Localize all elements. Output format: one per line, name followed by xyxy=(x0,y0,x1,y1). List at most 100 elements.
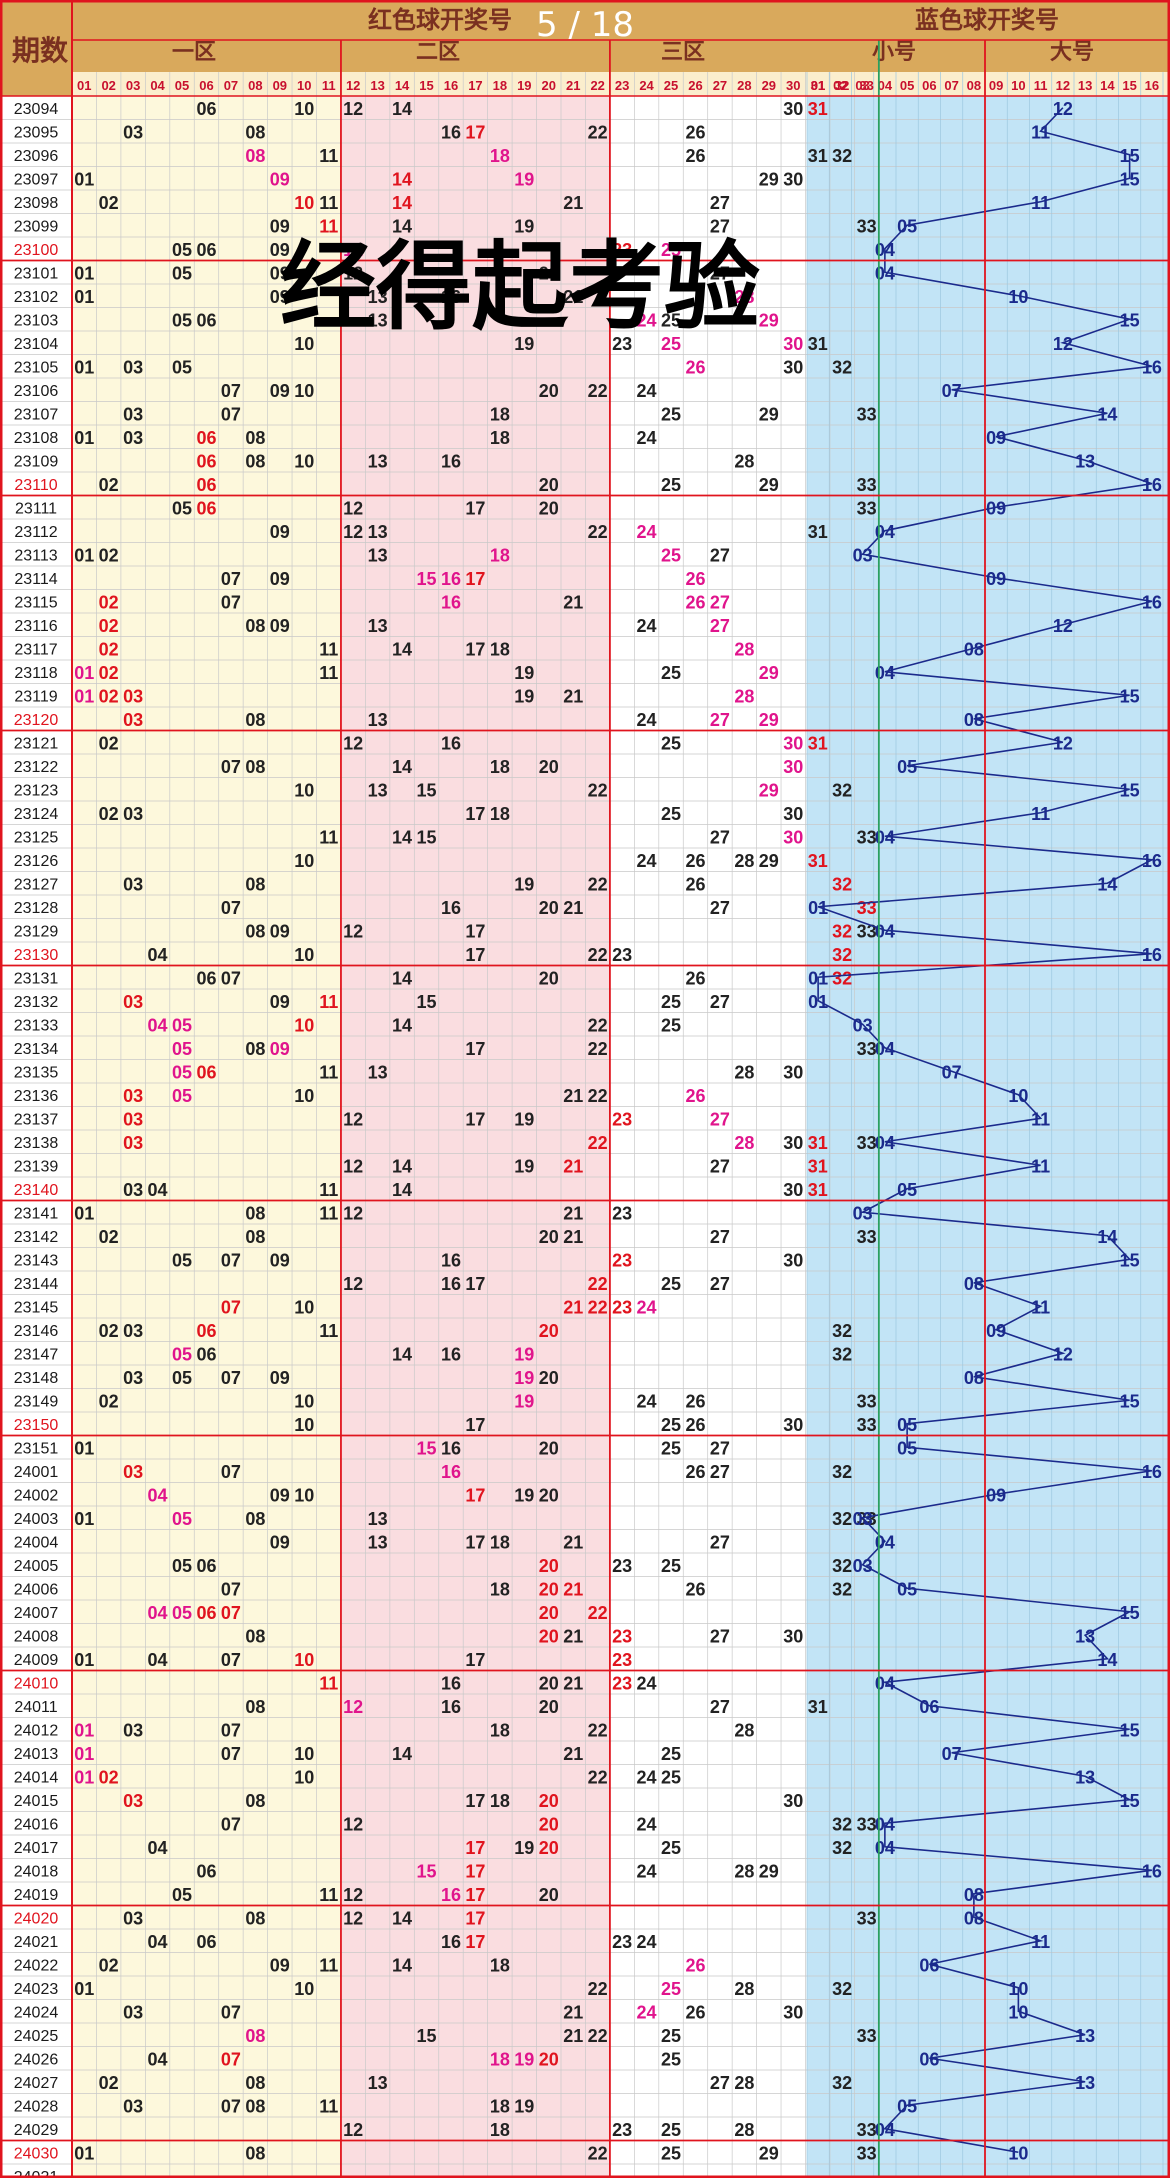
red-ball-number: 07 xyxy=(221,1744,241,1764)
red-ball-number: 21 xyxy=(563,592,583,612)
red-ball-number: 05 xyxy=(172,357,192,377)
red-ball-number: 22 xyxy=(588,1039,608,1059)
red-ball-number: 02 xyxy=(99,1321,119,1341)
blue-ball-number: 01 xyxy=(808,968,828,988)
red-ball-number: 17 xyxy=(465,1838,485,1858)
red-ball-number: 22 xyxy=(588,1979,608,1999)
red-ball-number: 29 xyxy=(759,780,779,800)
red-ball-number: 15 xyxy=(417,2026,437,2046)
blue-trend-line xyxy=(817,107,1155,2154)
red-ball-number: 27 xyxy=(710,898,730,918)
red-ball-number: 19 xyxy=(514,2096,534,2116)
blue-ball-number: 15 xyxy=(1120,686,1140,706)
red-ball-number: 25 xyxy=(661,733,681,753)
red-ball-number: 03 xyxy=(123,1462,143,1482)
blue-ball-number: 09 xyxy=(986,428,1006,448)
period-label-cell: 23097 xyxy=(14,171,59,188)
red-ball-number: 29 xyxy=(759,663,779,683)
red-ball-number: 11 xyxy=(319,1203,338,1223)
red-ball-number: 11 xyxy=(319,1321,338,1341)
red-ball-number: 20 xyxy=(539,1579,559,1599)
blue-ball-number: 15 xyxy=(1120,169,1140,189)
red-ball-number: 20 xyxy=(539,2049,559,2069)
red-ball-number: 24 xyxy=(637,1391,657,1411)
red-ball-number: 33 xyxy=(857,2120,877,2140)
blue-ball-number: 03 xyxy=(853,1556,873,1576)
period-label-cell: 23131 xyxy=(14,970,59,987)
red-ball-number: 08 xyxy=(245,122,265,142)
red-ball-number: 16 xyxy=(441,1438,461,1458)
red-ball-number: 07 xyxy=(221,1603,241,1623)
red-ball-number: 12 xyxy=(343,1697,363,1717)
blue-ball-numbers: 1211151511050404101512160714091316090403… xyxy=(808,99,1162,2164)
blue-col-header: 09 xyxy=(989,78,1003,93)
red-ball-number: 27 xyxy=(710,2073,730,2093)
red-ball-number: 21 xyxy=(563,287,583,307)
red-ball-number: 14 xyxy=(392,639,412,659)
red-ball-number: 13 xyxy=(368,451,388,471)
red-ball-number: 04 xyxy=(148,1180,168,1200)
red-ball-number: 10 xyxy=(294,1086,314,1106)
red-ball-number: 22 xyxy=(588,2026,608,2046)
red-ball-number: 28 xyxy=(734,2073,754,2093)
red-ball-number: 04 xyxy=(148,1015,168,1035)
red-ball-number: 15 xyxy=(417,992,437,1012)
red-ball-number: 27 xyxy=(710,1156,730,1176)
red-ball-number: 14 xyxy=(392,1015,412,1035)
red-ball-number: 25 xyxy=(661,1015,681,1035)
period-label-cell: 24015 xyxy=(14,1793,59,1810)
red-ball-number: 27 xyxy=(710,616,730,636)
red-ball-number: 27 xyxy=(710,1697,730,1717)
red-ball-number: 33 xyxy=(857,1039,877,1059)
blue-ball-number: 15 xyxy=(1120,780,1140,800)
red-ball-number: 05 xyxy=(172,240,192,260)
red-ball-number: 23 xyxy=(612,1626,632,1646)
red-ball-number: 25 xyxy=(661,240,681,260)
red-ball-number: 25 xyxy=(661,2026,681,2046)
red-ball-number: 26 xyxy=(685,569,705,589)
red-ball-number: 24 xyxy=(637,1673,657,1693)
red-ball-number: 01 xyxy=(74,169,94,189)
red-ball-number: 30 xyxy=(783,1250,803,1270)
red-ball-number: 12 xyxy=(343,1203,363,1223)
red-ball-number: 03 xyxy=(123,2096,143,2116)
red-ball-number: 22 xyxy=(588,780,608,800)
red-ball-number: 03 xyxy=(123,1321,143,1341)
red-ball-number: 03 xyxy=(123,1086,143,1106)
red-ball-number: 10 xyxy=(294,1015,314,1035)
red-ball-number: 03 xyxy=(123,1133,143,1153)
red-ball-number: 20 xyxy=(539,1321,559,1341)
blue-ball-number: 05 xyxy=(897,1579,917,1599)
red-ball-number: 17 xyxy=(465,945,485,965)
red-ball-number: 27 xyxy=(710,710,730,730)
red-ball-number: 03 xyxy=(123,1908,143,1928)
red-ball-number: 13 xyxy=(368,545,388,565)
red-col-header: 19 xyxy=(517,78,531,93)
red-ball-number: 14 xyxy=(392,216,412,236)
period-label-cell: 23138 xyxy=(14,1135,59,1152)
red-ball-number: 27 xyxy=(710,827,730,847)
red-ball-number: 08 xyxy=(245,1203,265,1223)
blue-col-header: 12 xyxy=(1056,78,1070,93)
blue-ball-number: 11 xyxy=(1031,1297,1050,1317)
red-ball-number: 04 xyxy=(148,1838,168,1858)
blue-col-header: 13 xyxy=(1078,78,1092,93)
red-ball-number: 22 xyxy=(588,1133,608,1153)
red-ball-number: 10 xyxy=(294,1744,314,1764)
red-ball-number: 14 xyxy=(392,169,412,189)
period-label-cell: 23101 xyxy=(14,265,59,282)
red-ball-number: 12 xyxy=(343,1274,363,1294)
red-ball-number: 05 xyxy=(172,1015,192,1035)
red-ball-number: 33 xyxy=(857,827,877,847)
red-ball-number: 01 xyxy=(74,287,94,307)
red-ball-number: 14 xyxy=(392,1955,412,1975)
red-ball-number: 21 xyxy=(563,1086,583,1106)
red-ball-number: 21 xyxy=(563,1744,583,1764)
red-ball-number: 25 xyxy=(661,1767,681,1787)
red-ball-number: 03 xyxy=(123,1368,143,1388)
blue-ball-number: 16 xyxy=(1142,1861,1162,1881)
blue-ball-number: 08 xyxy=(964,710,984,730)
red-ball-number: 33 xyxy=(857,1133,877,1153)
blue-ball-number: 12 xyxy=(1053,616,1073,636)
red-ball-number: 26 xyxy=(685,1391,705,1411)
